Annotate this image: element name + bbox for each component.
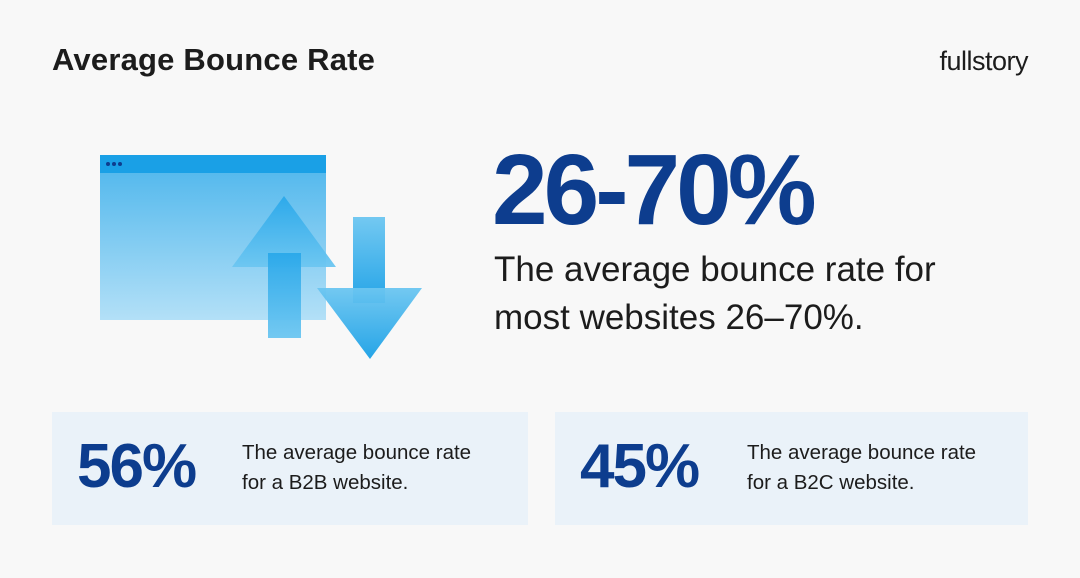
card-description: The average bounce rate for a B2C websit… <box>747 438 1017 498</box>
b2c-stat-card: 45% The average bounce rate for a B2C we… <box>555 412 1028 525</box>
brand-logo: fullstory <box>939 46 1028 76</box>
hero-stat: 26-70% <box>492 134 817 246</box>
card-description-line: The average bounce rate <box>747 441 977 464</box>
hero-description: The average bounce rate for most website… <box>494 250 936 337</box>
arrow-up-icon <box>232 196 336 338</box>
card-description-line: for a B2B website. <box>242 471 409 494</box>
card-description-line: The average bounce rate <box>242 441 472 464</box>
arrow-down-icon <box>317 217 422 359</box>
card-stat: 56% <box>77 432 197 501</box>
card-description-line: for a B2C website. <box>747 471 915 494</box>
page-title: Average Bounce Rate <box>52 42 376 77</box>
card-stat: 45% <box>580 432 700 501</box>
card-description: The average bounce rate for a B2B websit… <box>242 438 512 498</box>
b2b-stat-card: 56% The average bounce rate for a B2B we… <box>52 412 528 525</box>
bounce-illustration <box>100 155 422 359</box>
